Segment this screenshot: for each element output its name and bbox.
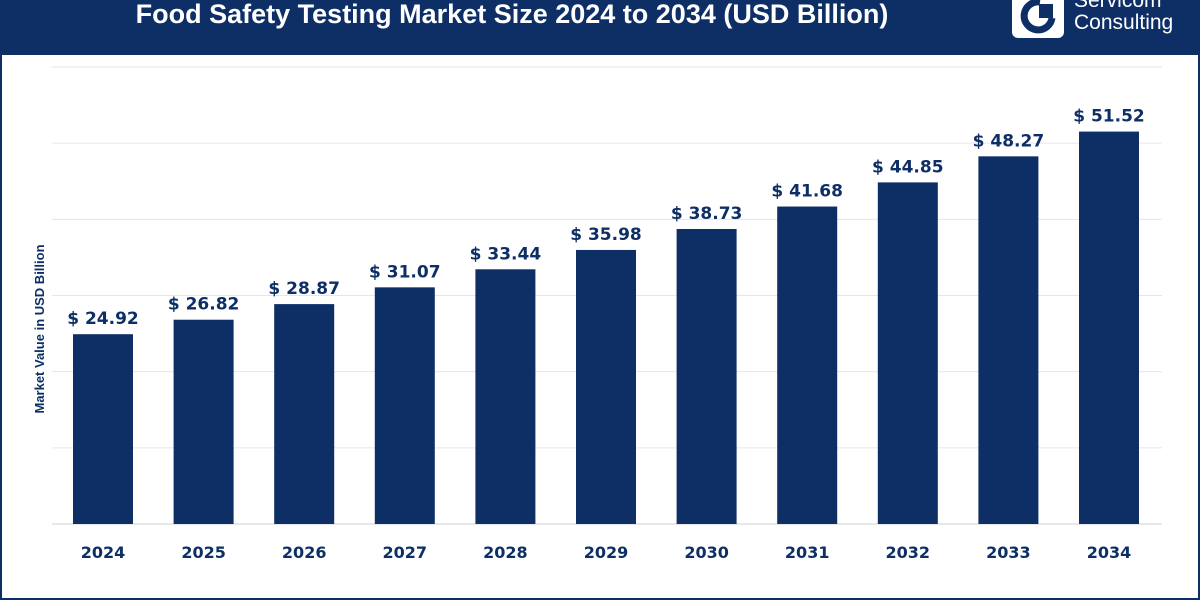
bar-2027 xyxy=(374,287,435,524)
data-labels: $ 24.92 $ 26.82 $ 28.87 $ 31.07 $ 33.44 $ 35.… xyxy=(67,107,1145,330)
data-label-2031: $ 41.68 xyxy=(771,182,843,202)
logo-line-2: Consulting xyxy=(1074,11,1174,34)
data-label-2025: $ 26.82 xyxy=(168,295,240,315)
bar-2026 xyxy=(274,304,335,524)
x-tick-label-2028: 2028 xyxy=(483,543,528,562)
x-tick-label-2024: 2024 xyxy=(81,543,126,562)
chart-title: Food Safety Testing Market Size 2024 to … xyxy=(135,0,889,29)
logo-line-1: Servicom xyxy=(1074,0,1162,12)
x-tick-label-2032: 2032 xyxy=(886,543,931,562)
company-logo-text: Servicom Consulting xyxy=(1074,0,1173,34)
bar-2034 xyxy=(1079,131,1139,524)
bar-2028 xyxy=(475,269,536,524)
company-logo-icon xyxy=(1012,0,1064,38)
x-tick-label-2033: 2033 xyxy=(986,543,1031,562)
x-tick-label-2029: 2029 xyxy=(584,543,629,562)
x-tick-label-2026: 2026 xyxy=(282,543,327,562)
bar-2029 xyxy=(576,249,636,524)
bar-2025 xyxy=(173,319,234,524)
data-label-2026: $ 28.87 xyxy=(268,279,340,299)
x-tick-label-2034: 2034 xyxy=(1087,543,1132,562)
data-label-2027: $ 31.07 xyxy=(369,262,441,282)
bar-2033 xyxy=(978,156,1039,524)
x-tick-label-2030: 2030 xyxy=(684,543,729,562)
bars xyxy=(73,131,1139,524)
bar-2031 xyxy=(777,206,838,524)
data-label-2028: $ 33.44 xyxy=(470,244,542,264)
x-tick-label-2025: 2025 xyxy=(181,543,226,562)
bar-2024 xyxy=(73,334,133,524)
x-tick-label-2027: 2027 xyxy=(383,543,428,562)
bar-2032 xyxy=(877,182,938,524)
data-label-2034: $ 51.52 xyxy=(1073,107,1145,127)
data-label-2033: $ 48.27 xyxy=(973,131,1045,151)
y-axis-title: Market Value in USD Billion xyxy=(32,244,47,413)
data-label-2024: $ 24.92 xyxy=(67,309,139,329)
x-axis-ticks: 2024 2025 2026 2027 2028 2029 2030 2031 2032 2033… xyxy=(81,543,1132,562)
chart-header: Food Safety Testing Market Size 2024 to … xyxy=(2,0,1200,55)
data-label-2029: $ 35.98 xyxy=(570,225,642,245)
data-label-2030: $ 38.73 xyxy=(671,204,743,224)
data-label-2032: $ 44.85 xyxy=(872,157,944,177)
bar-2030 xyxy=(676,229,737,524)
x-tick-label-2031: 2031 xyxy=(785,543,830,562)
